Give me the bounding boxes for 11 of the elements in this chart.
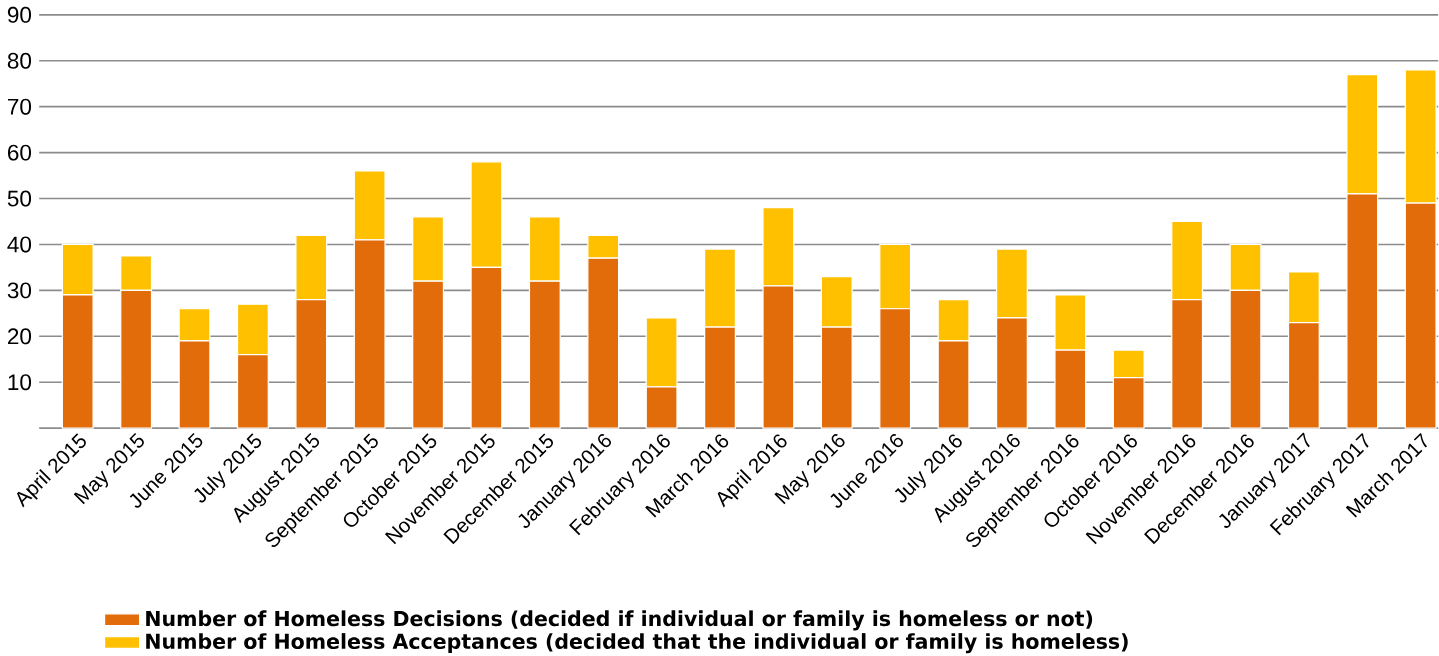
y-tick-label: 20	[7, 328, 32, 345]
y-tick-label: 10	[8, 374, 32, 391]
y-tick-label: 60	[8, 144, 32, 161]
y-tick-label: 40	[7, 236, 32, 253]
y-tick-label: 90	[7, 6, 32, 23]
y-tick-label: 70	[8, 98, 32, 115]
legend-label: Number of Homeless Decisions (decided if individual or family is homeless or not)	[146, 610, 1093, 631]
legend-label: Number of Homeless Acceptances (decided that the individual or family is homeless)	[146, 633, 1128, 654]
y-tick-label: 30	[7, 282, 32, 299]
y-tick-label: 50	[7, 190, 32, 207]
y-tick-label: 80	[7, 52, 32, 69]
